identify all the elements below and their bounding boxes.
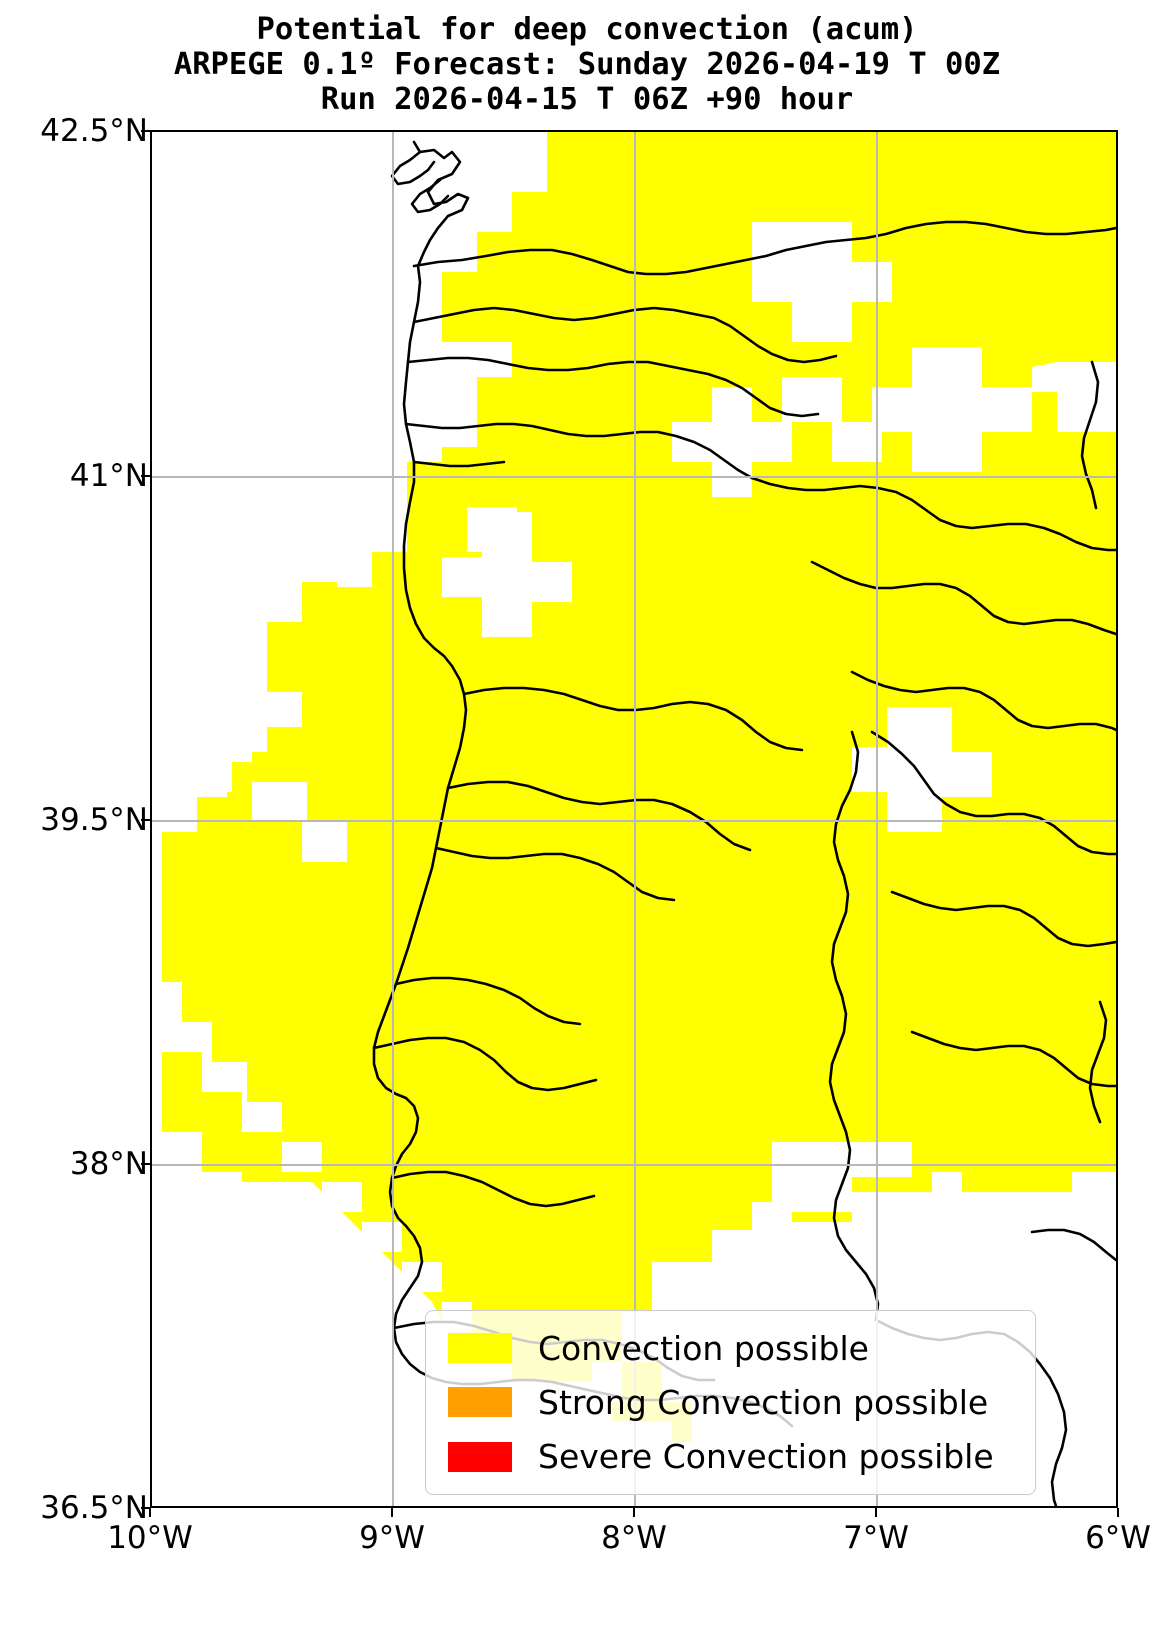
x-tick-label-3: 7°W [843, 1520, 909, 1556]
legend-item-strong-convection-possible[interactable]: Strong Convection possible [440, 1377, 1021, 1427]
legend-item-convection-possible[interactable]: Convection possible [440, 1323, 1021, 1373]
y-tick-mark [141, 1163, 150, 1165]
legend-swatch-yellow [448, 1333, 512, 1364]
y-tick-label-4: 36.5°N [40, 1490, 148, 1526]
legend-item-severe-convection-possible[interactable]: Severe Convection possible [440, 1432, 1021, 1482]
y-tick-label-0: 42.5°N [40, 113, 148, 149]
convection-extra-fill [997, 132, 1116, 362]
y-tick-label-2: 39.5°N [40, 802, 148, 838]
x-tick-label-4: 6°W [1085, 1520, 1151, 1556]
x-tick-mark [391, 1508, 393, 1517]
map-plot-area[interactable] [150, 130, 1118, 1508]
legend-swatch-red [448, 1441, 512, 1472]
chart-title-block: Potential for deep convection (acum) ARP… [0, 0, 1174, 117]
legend-label-strong-convection-possible: Strong Convection possible [538, 1382, 989, 1422]
map-canvas [152, 132, 1116, 1506]
map-legend[interactable]: Convection possible Strong Convection po… [425, 1310, 1036, 1495]
x-tick-label-2: 8°W [601, 1520, 667, 1556]
y-tick-label-3: 38°N [69, 1146, 148, 1182]
title-line-2: ARPEGE 0.1º Forecast: Sunday 2026-04-19 … [173, 47, 1001, 82]
y-tick-mark [141, 819, 150, 821]
y-tick-label-1: 41°N [69, 458, 148, 494]
legend-label-convection-possible: Convection possible [538, 1328, 869, 1368]
title-line-1: Potential for deep convection (acum) [256, 12, 918, 47]
y-tick-mark [141, 130, 150, 132]
x-tick-mark [633, 1508, 635, 1517]
x-tick-mark [875, 1508, 877, 1517]
x-tick-mark [1117, 1508, 1119, 1517]
x-tick-label-0: 10°W [107, 1520, 193, 1556]
legend-swatch-orange [448, 1387, 512, 1418]
x-tick-mark [149, 1508, 151, 1517]
y-tick-mark [141, 1507, 150, 1509]
map-gridlines [152, 132, 1116, 1506]
title-line-3: Run 2026-04-15 T 06Z +90 hour [320, 82, 854, 117]
legend-label-severe-convection-possible: Severe Convection possible [538, 1437, 994, 1477]
x-tick-label-1: 9°W [359, 1520, 425, 1556]
y-tick-mark [141, 475, 150, 477]
